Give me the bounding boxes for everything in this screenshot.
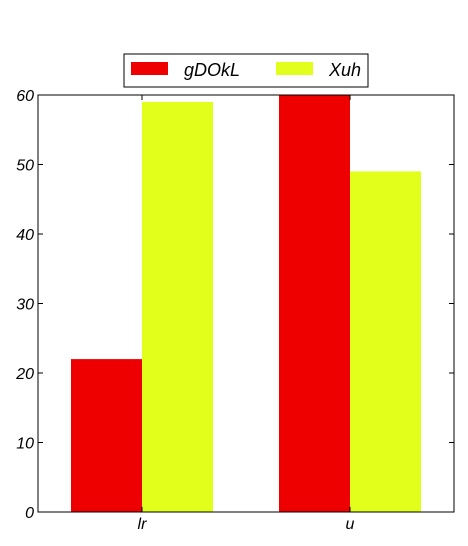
- bar-u-Xuh: [350, 171, 421, 512]
- y-tick-label: 60: [16, 88, 34, 105]
- bar-lr-gDOkL: [71, 359, 142, 512]
- legend-swatch-gDOkL: [131, 62, 168, 75]
- bar-u-gDOkL: [279, 95, 350, 512]
- bars-layer: [71, 95, 421, 512]
- legend-label-Xuh: Xuh: [328, 60, 361, 80]
- legend: gDOkL Xuh: [123, 53, 369, 88]
- y-tick-label: 10: [16, 436, 34, 453]
- y-tick-label: 30: [16, 297, 34, 314]
- y-tick-label: 50: [16, 158, 34, 175]
- legend-swatch-Xuh: [276, 62, 313, 75]
- ticks-layer: lr u 0 10 20 30 40 50 60: [15, 88, 454, 533]
- y-tick-label: 0: [25, 505, 34, 522]
- y-tick-label: 40: [16, 227, 34, 244]
- y-tick-label: 20: [15, 366, 34, 383]
- x-tick-label: lr: [138, 516, 148, 533]
- bar-lr-Xuh: [142, 101, 213, 512]
- x-tick-label: u: [346, 516, 355, 533]
- legend-label-gDOkL: gDOkL: [184, 60, 240, 80]
